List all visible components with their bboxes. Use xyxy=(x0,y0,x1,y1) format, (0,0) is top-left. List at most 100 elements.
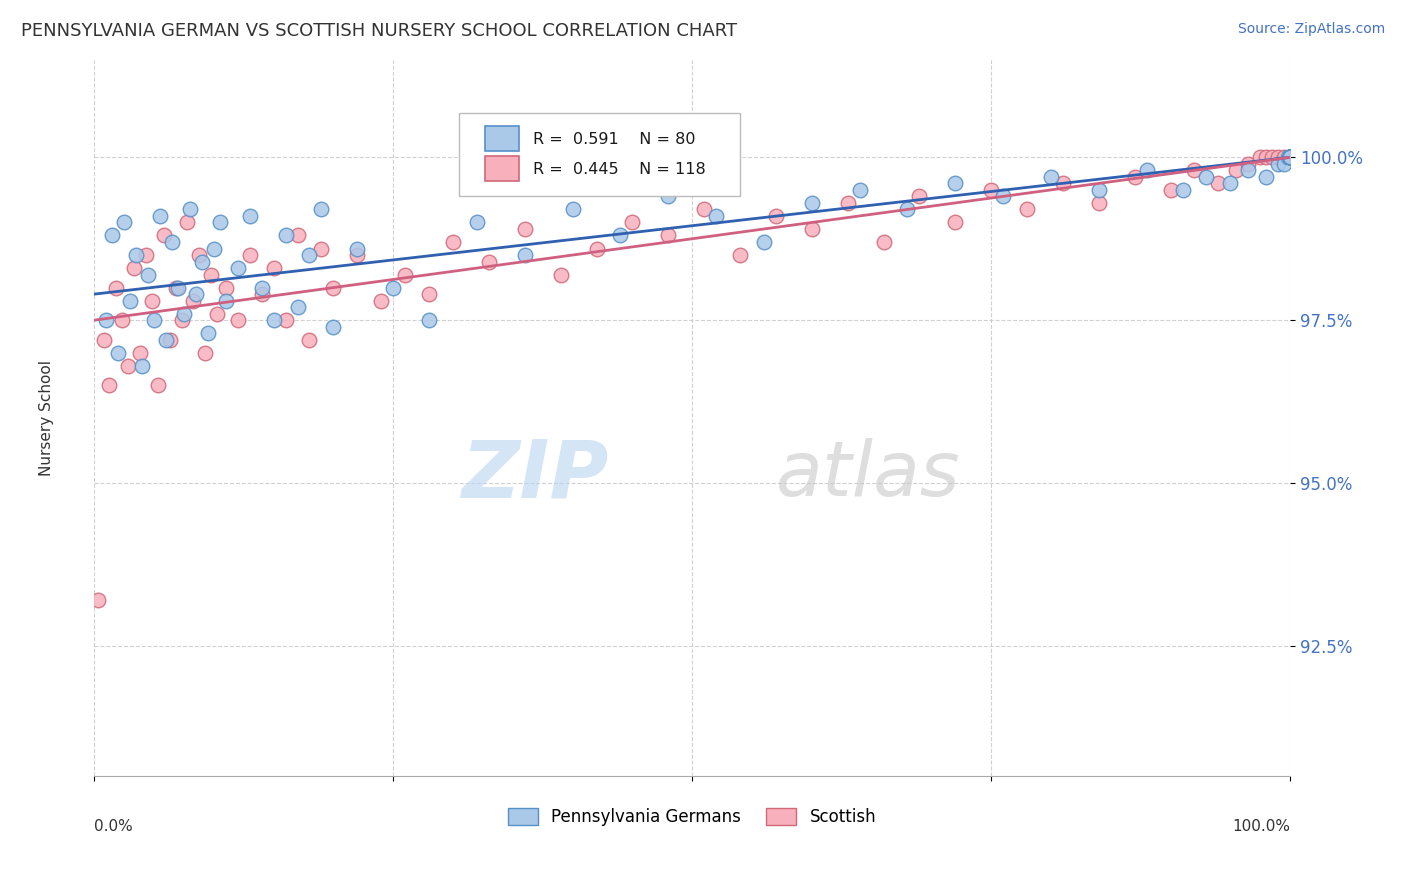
Point xyxy=(1052,177,1074,191)
Point xyxy=(1279,150,1302,164)
Point xyxy=(1256,169,1278,184)
Point xyxy=(1279,150,1302,164)
Point xyxy=(1279,150,1302,164)
Point xyxy=(250,287,273,301)
Point xyxy=(693,202,716,217)
Point xyxy=(1039,169,1062,184)
Point xyxy=(1279,150,1302,164)
Point xyxy=(1279,150,1302,164)
Point xyxy=(585,242,607,256)
Point xyxy=(1256,150,1278,164)
Point xyxy=(1279,150,1302,164)
Point xyxy=(943,215,966,229)
Point xyxy=(1279,150,1302,164)
Point xyxy=(1279,150,1302,164)
Point xyxy=(1279,150,1302,164)
Point xyxy=(239,209,262,223)
Point xyxy=(765,209,787,223)
Text: Source: ZipAtlas.com: Source: ZipAtlas.com xyxy=(1237,22,1385,37)
Point xyxy=(122,261,145,276)
Point xyxy=(1195,169,1218,184)
Point xyxy=(418,287,440,301)
Point xyxy=(908,189,931,203)
Point xyxy=(207,307,229,321)
Point xyxy=(1279,150,1302,164)
Point xyxy=(1279,150,1302,164)
Point xyxy=(1279,150,1302,164)
Point xyxy=(1160,183,1182,197)
Text: PENNSYLVANIA GERMAN VS SCOTTISH NURSERY SCHOOL CORRELATION CHART: PENNSYLVANIA GERMAN VS SCOTTISH NURSERY … xyxy=(21,22,737,40)
Point xyxy=(1279,150,1302,164)
Text: R =  0.445    N = 118: R = 0.445 N = 118 xyxy=(533,161,706,177)
Point xyxy=(1279,150,1302,164)
Point xyxy=(239,248,262,262)
Point xyxy=(1279,150,1302,164)
Point xyxy=(1279,150,1302,164)
Point xyxy=(87,593,110,607)
Point xyxy=(208,215,231,229)
Point xyxy=(837,195,859,210)
Text: atlas: atlas xyxy=(776,438,960,512)
Point xyxy=(561,202,583,217)
Point xyxy=(1279,150,1302,164)
Point xyxy=(112,215,135,229)
Point xyxy=(143,313,166,327)
Point xyxy=(1272,157,1295,171)
Point xyxy=(1279,150,1302,164)
Point xyxy=(1279,150,1302,164)
Point xyxy=(1279,150,1302,164)
Point xyxy=(93,333,115,347)
Point xyxy=(1279,150,1302,164)
Point xyxy=(179,202,201,217)
Point xyxy=(176,215,198,229)
Point xyxy=(1279,150,1302,164)
Point xyxy=(1279,150,1302,164)
Point xyxy=(1279,150,1302,164)
Point xyxy=(848,183,870,197)
Point xyxy=(657,228,679,243)
Point xyxy=(1279,150,1302,164)
Point xyxy=(1279,150,1302,164)
Point xyxy=(1279,150,1302,164)
Point xyxy=(346,242,368,256)
Point xyxy=(1272,150,1295,164)
Point xyxy=(311,242,333,256)
Point xyxy=(263,261,285,276)
Point xyxy=(160,235,183,249)
Point xyxy=(159,333,181,347)
Point xyxy=(97,378,120,392)
Legend: Pennsylvania Germans, Scottish: Pennsylvania Germans, Scottish xyxy=(502,801,883,832)
Point xyxy=(1279,150,1302,164)
Point xyxy=(1249,150,1271,164)
Point xyxy=(872,235,894,249)
Point xyxy=(1279,150,1302,164)
Point xyxy=(1136,163,1159,178)
Point xyxy=(1015,202,1038,217)
Point xyxy=(1171,183,1194,197)
Point xyxy=(104,280,127,294)
Point xyxy=(1279,150,1302,164)
Point xyxy=(1279,150,1302,164)
Point xyxy=(1123,169,1146,184)
Point xyxy=(1279,150,1302,164)
Point xyxy=(298,333,321,347)
Point xyxy=(1279,150,1302,164)
Point xyxy=(370,293,392,308)
Point xyxy=(394,268,416,282)
Point xyxy=(1279,150,1302,164)
Point xyxy=(1279,150,1302,164)
Point xyxy=(1279,150,1302,164)
Point xyxy=(621,215,644,229)
Point xyxy=(120,293,142,308)
Point xyxy=(1088,183,1111,197)
Point xyxy=(1279,150,1302,164)
Point xyxy=(136,268,159,282)
Point xyxy=(322,280,344,294)
Point xyxy=(550,268,572,282)
Point xyxy=(478,254,501,268)
Text: Nursery School: Nursery School xyxy=(39,359,53,476)
Point xyxy=(191,254,214,268)
Point xyxy=(1279,150,1302,164)
Point xyxy=(1279,150,1302,164)
Point xyxy=(1279,150,1302,164)
